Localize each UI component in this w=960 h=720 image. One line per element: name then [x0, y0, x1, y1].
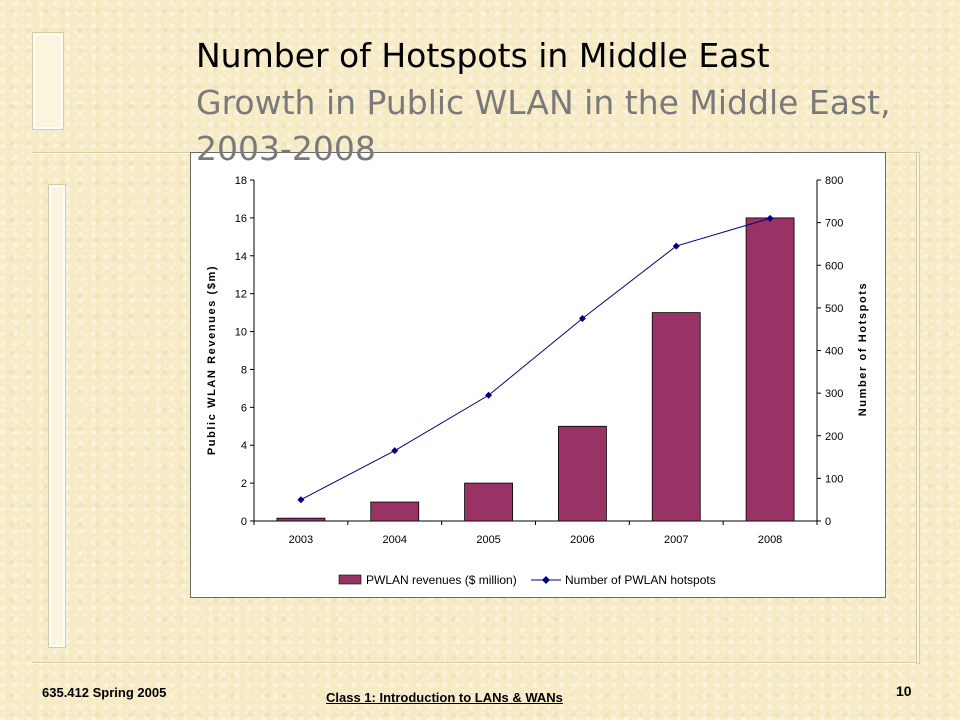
line-point: [578, 315, 586, 323]
slide-subtitle: Growth in Public WLAN in the Middle East…: [196, 83, 891, 168]
right-tick-label: 400: [825, 346, 843, 358]
right-tick-label: 600: [825, 260, 843, 272]
right-tick-label: 800: [825, 175, 843, 187]
bar-series: [276, 217, 795, 522]
left-tick-label: 14: [235, 251, 247, 263]
right-axis-title: Number of Hotspots: [857, 282, 869, 417]
legend-marker-line: [542, 576, 550, 584]
x-tick-label: 2003: [289, 534, 313, 546]
left-tick-label: 16: [235, 213, 247, 225]
footer-lecture-title: Class 1: Introduction to LANs & WANs: [326, 690, 563, 705]
footer-course: 635.412 Spring 2005: [42, 685, 167, 700]
left-tick-label: 18: [235, 175, 247, 187]
left-tick-label: 0: [241, 516, 247, 528]
x-tick-label: 2007: [664, 534, 688, 546]
x-tick-label: 2008: [758, 534, 782, 546]
left-tick-label: 4: [241, 440, 247, 452]
left-tick-label: 10: [235, 327, 247, 339]
right-tick-label: 200: [825, 431, 843, 443]
legend-label-bars: PWLAN revenues ($ million): [366, 573, 517, 587]
right-axis: 0 100 200 300 400 500 600 700 800: [816, 175, 843, 528]
right-tick-label: 300: [825, 388, 843, 400]
left-tick-label: 6: [241, 402, 247, 414]
x-tick-label: 2004: [383, 534, 407, 546]
right-tick-label: 0: [825, 516, 831, 528]
legend-swatch-bars: [338, 574, 362, 585]
chart-legend: PWLAN revenues ($ million) Number of PWL…: [338, 573, 716, 587]
line-point: [297, 496, 305, 504]
right-tick-label: 700: [825, 218, 843, 230]
x-axis: 2003 2004 2005 2006 2007 2008: [253, 520, 818, 546]
left-axis-title: Public WLAN Revenues ($m): [206, 265, 218, 455]
decorative-bar-top: [32, 32, 64, 130]
bar: [558, 425, 607, 522]
legend-label-line: Number of PWLAN hotspots: [565, 573, 716, 587]
combo-chart: 0 2 4 6 8 10 12 14 16 18 0 100 200 300 400 500 600 700 80…: [206, 175, 869, 587]
right-tick-label: 500: [825, 303, 843, 315]
bar: [745, 217, 795, 522]
chart-area: 0 2 4 6 8 10 12 14 16 18 0 100 200 300 400 500 600 700 80…: [190, 152, 886, 598]
slide-title: Number of Hotspots in Middle East: [196, 36, 770, 75]
bar: [464, 482, 513, 522]
line-point: [485, 391, 493, 399]
decorative-bar-left: [48, 184, 66, 648]
line-series: [297, 214, 774, 504]
bar: [651, 312, 701, 522]
decorative-rule-bottom: [32, 662, 918, 664]
x-tick-label: 2005: [476, 534, 500, 546]
line-point: [391, 447, 399, 455]
x-tick-label: 2006: [570, 534, 594, 546]
page-number: 10: [896, 683, 912, 699]
right-tick-label: 100: [825, 473, 843, 485]
hotspot-line: [300, 217, 771, 501]
left-tick-label: 8: [241, 364, 247, 376]
bar: [276, 517, 326, 522]
bar: [370, 501, 420, 522]
decorative-bar-right: [916, 152, 920, 664]
left-axis: 0 2 4 6 8 10 12 14 16 18: [235, 175, 255, 528]
line-point: [766, 214, 774, 222]
line-point: [672, 242, 680, 250]
left-tick-label: 12: [235, 289, 247, 301]
left-tick-label: 2: [241, 478, 247, 490]
